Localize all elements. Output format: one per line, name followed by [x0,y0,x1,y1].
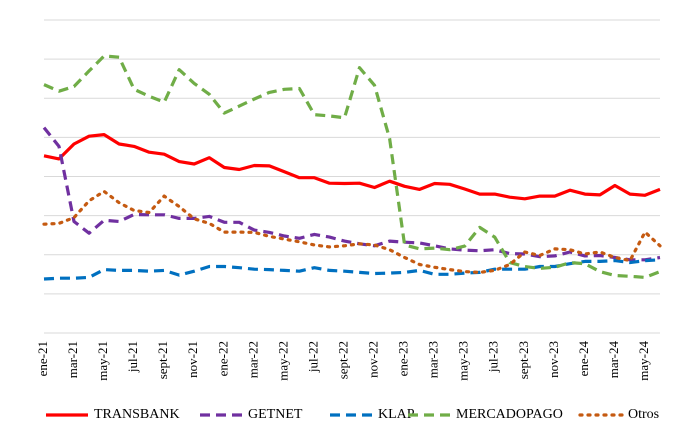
x-tick-label: mar-22 [245,341,260,378]
legend-label-otros: Otros [628,407,659,422]
x-tick-label: mar-24 [606,341,621,379]
x-tick-label: may-23 [456,341,471,381]
x-tick-label: ene-22 [215,341,230,376]
x-tick-label: mar-21 [65,341,80,378]
x-axis-tick-labels: ene-21 mar-21 may-21 jul-21 sept-21 nov-21 ene… [35,341,651,381]
x-tick-label: may-22 [275,341,290,381]
series-line-transbank [43,133,661,201]
series-line-otros [42,189,662,274]
x-tick-label: ene-23 [396,341,411,376]
x-tick-label: may-21 [95,341,110,381]
series-lines [42,54,662,281]
legend-label-getnet: GETNET [248,407,303,422]
x-tick-label: ene-24 [576,341,591,377]
gridlines [44,19,660,334]
x-tick-label: jul-23 [486,341,501,373]
series-line-klap [43,258,661,281]
legend-label-transbank: TRANSBANK [94,407,180,422]
x-tick-label: ene-21 [35,341,50,376]
x-tick-label: may-24 [636,341,651,381]
legend-label-klap: KLAP [378,407,415,422]
x-tick-label: jul-22 [305,341,320,373]
x-tick-label: mar-23 [426,341,441,378]
legend: TRANSBANK GETNET KLAP MERCADOPAGO Otros [46,407,659,422]
x-tick-label: sept-21 [155,341,170,379]
x-tick-label: nov-22 [366,341,381,378]
series-line-getnet [42,126,661,262]
x-tick-label: sept-22 [335,341,350,379]
x-tick-label: nov-23 [546,341,561,378]
legend-label-mercadopago: MERCADOPAGO [456,407,563,422]
x-tick-label: jul-21 [125,341,140,373]
x-tick-label: sept-23 [516,341,531,379]
series-line-mercadopago [43,54,661,279]
x-tick-label: nov-21 [185,341,200,378]
